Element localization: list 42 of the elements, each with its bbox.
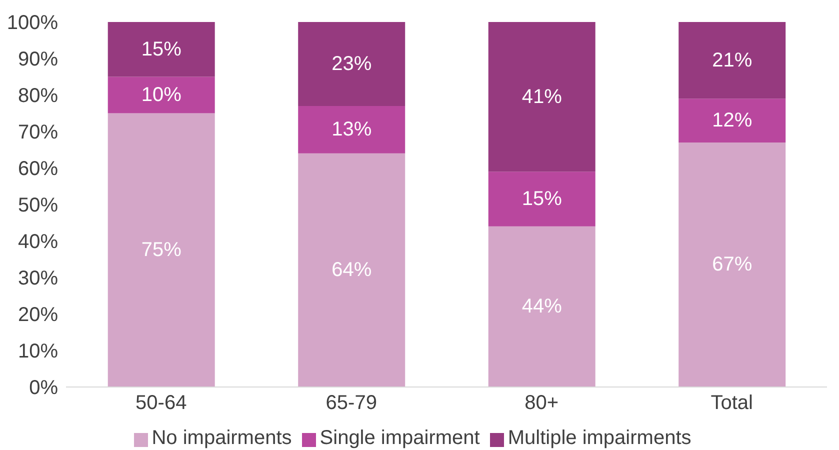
data-label: 75%	[141, 239, 182, 262]
y-tick-label: 20%	[18, 304, 58, 326]
bar	[678, 98, 786, 142]
bar	[108, 76, 215, 114]
x-tick-label: Total	[710, 392, 753, 414]
bar	[488, 172, 596, 226]
y-tick-label: 50%	[18, 194, 58, 217]
data-label: 13%	[332, 118, 372, 141]
x-tick-label: 80+	[524, 392, 559, 414]
data-label: 41%	[522, 86, 562, 108]
legend-label: No impairments	[152, 427, 292, 449]
bar	[488, 226, 596, 387]
x-tick-label: 65-79	[326, 392, 377, 414]
x-tick-label: 50-64	[136, 392, 187, 414]
legend-label: Single impairment	[320, 427, 480, 449]
data-label: 21%	[712, 49, 752, 72]
data-label: 44%	[522, 296, 562, 318]
y-tick-label: 40%	[18, 231, 58, 254]
data-label: 12%	[712, 110, 752, 132]
data-label: 23%	[332, 52, 372, 75]
y-tick-label: 70%	[18, 122, 58, 144]
data-label: 10%	[141, 84, 182, 106]
data-label: 67%	[712, 254, 752, 276]
data-label: 64%	[332, 259, 372, 282]
y-tick-label: 80%	[18, 85, 58, 108]
bar	[108, 113, 215, 387]
bar	[488, 22, 596, 172]
bar	[298, 22, 406, 106]
y-tick-label: 100%	[6, 12, 58, 34]
y-tick-label: 30%	[18, 268, 58, 290]
bar	[298, 153, 406, 387]
bar	[678, 142, 786, 387]
y-tick-label: 90%	[18, 48, 58, 71]
bar	[108, 22, 215, 77]
bar	[298, 106, 406, 154]
data-label: 15%	[522, 188, 562, 210]
y-tick-label: 60%	[18, 158, 58, 180]
data-label: 15%	[141, 38, 182, 60]
y-tick-label: 0%	[29, 377, 58, 400]
bar	[678, 22, 786, 99]
legend-label: Multiple impairments	[508, 427, 692, 449]
y-tick-label: 10%	[18, 340, 58, 363]
